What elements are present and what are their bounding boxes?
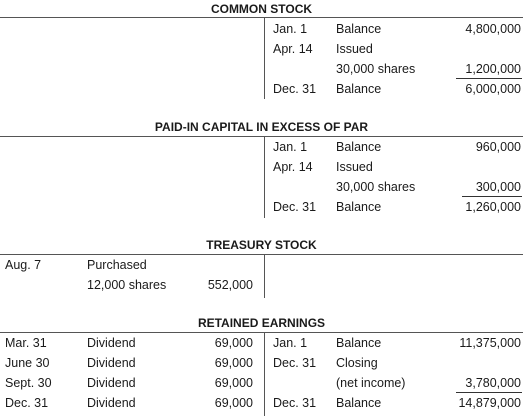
cs-desc-1: Balance (336, 22, 382, 36)
common-stock-title: COMMON STOCK (210, 2, 313, 16)
re-credit-desc-1: Balance (336, 336, 382, 350)
paid-in-capital-top-rule (0, 136, 523, 137)
re-debit-amount-3: 69,000 (214, 376, 253, 390)
re-credit-date-4: Dec. 31 (273, 396, 317, 410)
pic-date-2: Apr. 14 (273, 160, 313, 174)
pic-date-4: Dec. 31 (273, 200, 317, 214)
re-credit-date-2: Dec. 31 (273, 356, 317, 370)
treasury-stock-title: TREASURY STOCK (206, 238, 317, 252)
re-debit-date-2: June 30 (5, 356, 50, 370)
pic-amount-1: 960,000 (475, 140, 521, 154)
common-stock-divider (264, 17, 265, 99)
pic-amount-4: 1,260,000 (465, 200, 521, 214)
re-credit-amount-4: 14,879,000 (458, 396, 521, 410)
cs-desc-2: Issued (336, 42, 373, 56)
re-credit-desc-3: (net income) (336, 376, 406, 390)
cs-amount-3: 1,200,000 (465, 62, 521, 76)
re-credit-desc-4: Balance (336, 396, 382, 410)
ts-desc-1: Purchased (87, 258, 147, 272)
pic-desc-3: 30,000 shares (336, 180, 416, 194)
paid-in-capital-divider (264, 136, 265, 218)
pic-date-1: Jan. 1 (273, 140, 308, 154)
re-credit-amount-1: 11,375,000 (459, 336, 521, 350)
cs-amount-4: 6,000,000 (465, 82, 521, 96)
re-debit-desc-3: Dividend (87, 376, 136, 390)
re-credit-desc-2: Closing (336, 356, 378, 370)
pic-desc-2: Issued (336, 160, 373, 174)
cs-desc-4: Balance (336, 82, 382, 96)
treasury-stock-top-rule (0, 254, 523, 255)
re-credit-date-1: Jan. 1 (273, 336, 308, 350)
re-credit-amount-3: 3,780,000 (465, 376, 521, 390)
re-debit-desc-2: Dividend (87, 356, 136, 370)
re-debit-desc-1: Dividend (87, 336, 136, 350)
re-debit-date-4: Dec. 31 (5, 396, 49, 410)
cs-underline (456, 78, 522, 79)
cs-desc-3: 30,000 shares (336, 62, 416, 76)
re-debit-date-3: Sept. 30 (5, 376, 52, 390)
cs-date-4: Dec. 31 (273, 82, 317, 96)
retained-earnings-title: RETAINED EARNINGS (197, 316, 326, 330)
retained-earnings-divider (264, 332, 265, 416)
ts-date-1: Aug. 7 (5, 258, 42, 272)
treasury-stock-divider (264, 254, 265, 298)
paid-in-capital-title: PAID-IN CAPITAL IN EXCESS OF PAR (154, 120, 369, 134)
re-debit-amount-4: 69,000 (214, 396, 253, 410)
re-debit-amount-1: 69,000 (214, 336, 253, 350)
common-stock-top-rule (0, 17, 523, 18)
pic-underline (462, 196, 522, 197)
pic-desc-1: Balance (336, 140, 382, 154)
cs-date-2: Apr. 14 (273, 42, 313, 56)
re-debit-amount-2: 69,000 (214, 356, 253, 370)
cs-amount-1: 4,800,000 (465, 22, 521, 36)
ts-amount-2: 552,000 (207, 278, 253, 292)
cs-date-1: Jan. 1 (273, 22, 308, 36)
re-debit-date-1: Mar. 31 (5, 336, 47, 350)
pic-amount-3: 300,000 (475, 180, 521, 194)
re-underline (456, 392, 522, 393)
retained-earnings-top-rule (0, 332, 523, 333)
ts-desc-2: 12,000 shares (87, 278, 167, 292)
re-debit-desc-4: Dividend (87, 396, 136, 410)
pic-desc-4: Balance (336, 200, 382, 214)
